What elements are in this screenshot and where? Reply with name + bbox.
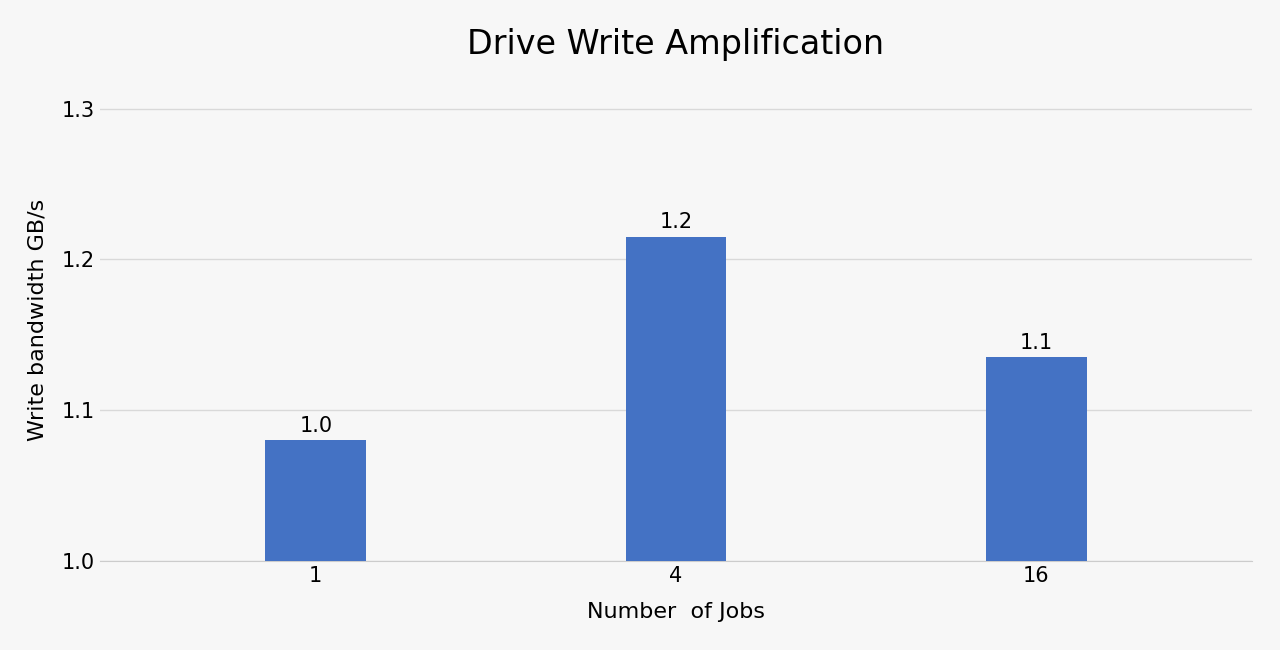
Text: 1.2: 1.2: [659, 213, 692, 233]
Bar: [265, 440, 366, 650]
Title: Drive Write Amplification: Drive Write Amplification: [467, 28, 884, 61]
Text: 1.0: 1.0: [300, 416, 333, 436]
Bar: [626, 237, 726, 650]
Text: 1.1: 1.1: [1020, 333, 1052, 353]
Bar: [986, 358, 1087, 650]
Y-axis label: Write bandwidth GB/s: Write bandwidth GB/s: [28, 199, 47, 441]
X-axis label: Number  of Jobs: Number of Jobs: [588, 602, 765, 622]
